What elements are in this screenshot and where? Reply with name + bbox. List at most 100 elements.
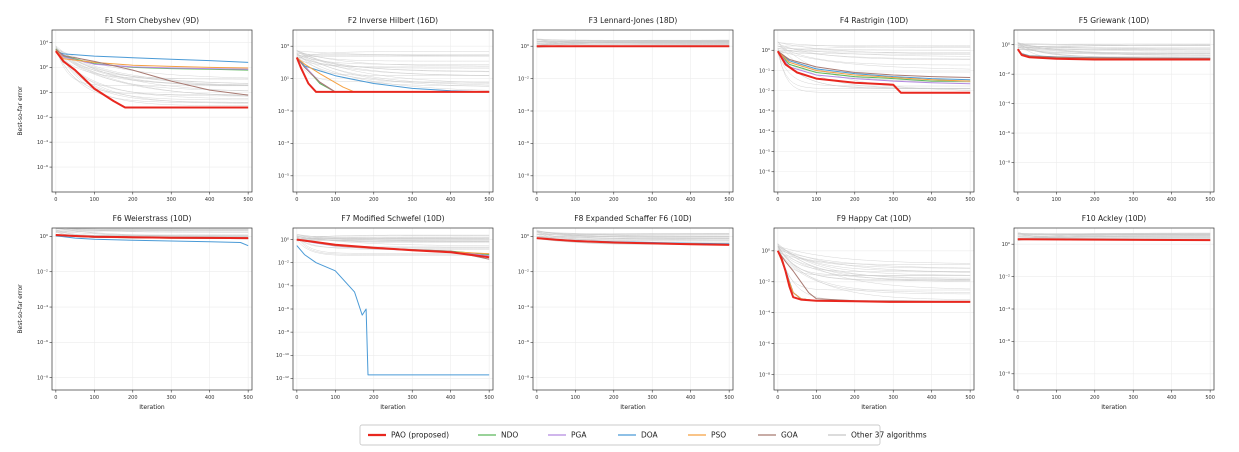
y-tick-label: 10⁻⁶: [518, 340, 529, 346]
series-line-pao-proposed: [55, 234, 249, 240]
x-tick-label: 400: [446, 197, 456, 203]
other-algorithm-line: [296, 236, 490, 239]
panel-title: F4 Rastrigin (10D): [840, 16, 908, 25]
y-tick-label: 10⁻²: [999, 72, 1010, 78]
x-tick-label: 400: [927, 197, 937, 203]
x-tick-label: 400: [686, 395, 696, 401]
series-group: [1016, 48, 1211, 61]
legend-label: GOA: [781, 431, 799, 440]
x-tick-label: 0: [54, 395, 57, 401]
y-tick-label: 10¹: [281, 76, 289, 82]
other-algorithm-line: [536, 41, 730, 47]
other-algorithm-line: [296, 50, 490, 83]
other-algorithm-line: [777, 245, 971, 272]
other-algorithm-line: [536, 231, 730, 242]
legend-item-doa: DOA: [618, 431, 659, 440]
y-tick-label: 10⁻⁸: [37, 375, 48, 381]
panel-title: F1 Storn Chebyshev (9D): [105, 16, 199, 25]
panel-f2-inverse-hilbert-16d: F2 Inverse Hilbert (16D) 0 100 200 300 400 500…: [278, 16, 494, 203]
other-algorithm-line: [777, 45, 971, 47]
other-algorithm-line: [1017, 45, 1211, 48]
other-algorithm-line: [1017, 46, 1211, 51]
y-tick-label: 10⁻⁸: [999, 160, 1010, 166]
y-tick-label: 10²: [40, 65, 48, 71]
x-tick-label: 400: [205, 395, 215, 401]
series-line-pso: [777, 50, 971, 82]
series-group: [776, 50, 971, 94]
other-algorithm-line: [536, 43, 730, 46]
other-algorithm-line: [777, 251, 971, 295]
other-algorithm-line: [777, 43, 971, 60]
x-tick-label: 300: [166, 197, 176, 203]
y-tick-label: 10⁻¹: [278, 109, 289, 115]
series-group: [295, 57, 490, 93]
x-axis-label: Iteration: [1101, 404, 1127, 411]
series-group: [536, 237, 730, 246]
y-tick-label: 10⁻²: [278, 261, 289, 267]
plot-frame: [1013, 29, 1215, 193]
plot-frame: [51, 227, 253, 391]
other-algorithm-line: [536, 40, 730, 43]
other-algorithm-line: [1017, 233, 1211, 240]
series-group: [55, 48, 249, 109]
y-tick-label: 10⁻³: [759, 109, 770, 115]
x-tick-label: 500: [965, 197, 975, 203]
x-axis-label: Iteration: [139, 404, 165, 411]
y-tick-label: 10⁻⁶: [37, 340, 48, 346]
x-tick-label: 200: [369, 197, 379, 203]
y-tick-label: 10⁻⁶: [278, 307, 289, 313]
x-tick-label: 0: [295, 395, 298, 401]
other-algorithm-line: [777, 245, 971, 264]
other-algorithm-line: [58, 228, 249, 230]
series-line-pso: [55, 49, 249, 69]
x-tick-label: 0: [535, 395, 538, 401]
other-algorithm-line: [777, 48, 971, 51]
y-tick-label: 10⁻⁴: [999, 101, 1010, 107]
other-algorithm-line: [1017, 232, 1211, 242]
series-line-pao-proposed: [295, 57, 490, 93]
x-tick-label: 100: [571, 395, 581, 401]
y-tick-label: 10⁰: [521, 44, 529, 50]
panel-title: F7 Modified Schwefel (10D): [341, 214, 444, 223]
x-tick-label: 400: [927, 395, 937, 401]
other-algorithm-line: [296, 57, 490, 84]
other-algorithm-line: [777, 46, 971, 53]
y-tick-label: 10⁻²: [518, 76, 529, 82]
x-tick-label: 400: [205, 197, 215, 203]
panel-f4-rastrigin-10d: F4 Rastrigin (10D) 0 100 200 300 400 500 10⁰ 10⁻…: [759, 16, 975, 203]
other-algorithm-line: [296, 53, 490, 86]
plot-frame: [532, 227, 734, 391]
other-algorithm-line: [777, 246, 971, 276]
other-algorithm-line: [777, 248, 971, 300]
legend: PAO (proposed) NDO PGA DOA PSO GOA Other 37 al…: [359, 424, 927, 446]
x-tick-label: 500: [243, 197, 253, 203]
other-algorithm-line: [536, 41, 730, 47]
x-tick-label: 0: [1016, 395, 1019, 401]
other-algorithm-line: [296, 235, 490, 240]
legend-label: PSO: [711, 431, 726, 440]
panels-group: F1 Storn Chebyshev (9D) 0 100 200 300 400 500 1…: [17, 16, 1215, 411]
series-line-pao-proposed: [536, 237, 730, 246]
panel-f6-weierstrass-10d: F6 Weierstrass (10D) 0 100 200 300 400 500 10⁰ 1…: [17, 214, 253, 411]
y-tick-label: 10⁻⁸: [278, 330, 289, 336]
other-algorithm-line: [296, 53, 490, 55]
x-tick-label: 400: [446, 395, 456, 401]
x-tick-label: 100: [571, 197, 581, 203]
x-tick-label: 300: [888, 395, 898, 401]
series-line-doa: [296, 245, 490, 376]
other-algorithm-line: [55, 50, 249, 104]
y-tick-label: 10⁻⁴: [37, 140, 48, 146]
other-algorithm-line: [55, 45, 249, 106]
other-algorithm-line: [777, 247, 971, 265]
x-tick-label: 100: [331, 197, 341, 203]
y-tick-label: 10⁻⁴: [518, 109, 529, 115]
x-tick-label: 100: [90, 197, 100, 203]
panel-title: F5 Griewank (10D): [1079, 16, 1150, 25]
other-algorithm-line: [777, 249, 971, 269]
x-tick-label: 100: [1052, 395, 1062, 401]
x-tick-label: 200: [609, 395, 619, 401]
other-algorithm-line: [777, 244, 971, 276]
other-algorithm-line: [296, 56, 490, 69]
other-algorithm-line: [777, 246, 971, 281]
